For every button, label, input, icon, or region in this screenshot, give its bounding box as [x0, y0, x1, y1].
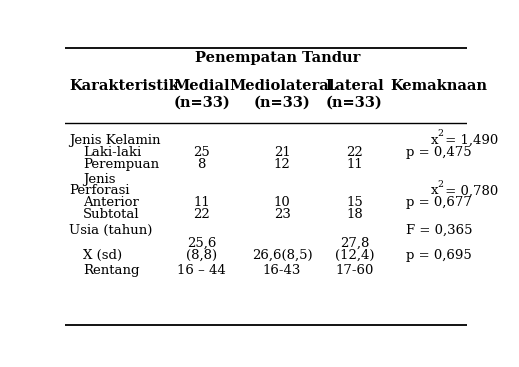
- Text: 12: 12: [274, 159, 291, 171]
- Text: 26,6(8,5): 26,6(8,5): [252, 248, 312, 262]
- Text: 2: 2: [438, 130, 443, 138]
- Text: 21: 21: [274, 146, 291, 159]
- Text: F = 0,365: F = 0,365: [406, 224, 472, 237]
- Text: Perempuan: Perempuan: [83, 159, 159, 171]
- Text: 17-60: 17-60: [335, 264, 374, 277]
- Text: 10: 10: [274, 196, 291, 209]
- Text: 16 – 44: 16 – 44: [177, 264, 226, 277]
- Text: Perforasi: Perforasi: [69, 185, 129, 197]
- Text: p = 0,695: p = 0,695: [406, 248, 472, 262]
- Text: 8: 8: [197, 159, 206, 171]
- Text: p = 0,475: p = 0,475: [406, 146, 472, 159]
- Text: = 1,490: = 1,490: [441, 134, 498, 147]
- Text: Jenis Kelamin: Jenis Kelamin: [69, 134, 160, 147]
- Text: 2: 2: [438, 180, 443, 189]
- Text: Mediolateral
(n=33): Mediolateral (n=33): [229, 79, 335, 110]
- Text: 15: 15: [346, 196, 363, 209]
- Text: X (sd): X (sd): [83, 248, 122, 262]
- Text: 22: 22: [193, 208, 210, 221]
- Text: Kemaknaan: Kemaknaan: [390, 79, 487, 93]
- Text: 23: 23: [274, 208, 291, 221]
- Text: 27,8: 27,8: [340, 237, 369, 250]
- Text: Penempatan Tandur: Penempatan Tandur: [195, 51, 361, 65]
- Text: 16-43: 16-43: [263, 264, 301, 277]
- Text: 25,6: 25,6: [187, 237, 216, 250]
- Text: Subtotal: Subtotal: [83, 208, 140, 221]
- Text: Karakteristik: Karakteristik: [69, 79, 179, 93]
- Text: Anterior: Anterior: [83, 196, 139, 209]
- Text: Usia (tahun): Usia (tahun): [69, 224, 152, 237]
- Text: (12,4): (12,4): [335, 248, 374, 262]
- Text: = 0,780: = 0,780: [441, 185, 498, 197]
- Text: x: x: [431, 134, 439, 147]
- Text: 22: 22: [346, 146, 363, 159]
- Text: Jenis: Jenis: [83, 173, 115, 186]
- Text: Medial
(n=33): Medial (n=33): [173, 79, 230, 110]
- Text: 18: 18: [346, 208, 363, 221]
- Text: 11: 11: [346, 159, 363, 171]
- Text: x: x: [431, 185, 439, 197]
- Text: Lateral
(n=33): Lateral (n=33): [325, 79, 384, 110]
- Text: (8,8): (8,8): [186, 248, 217, 262]
- Text: Laki-laki: Laki-laki: [83, 146, 141, 159]
- Text: 25: 25: [193, 146, 210, 159]
- Text: 11: 11: [193, 196, 210, 209]
- Text: Rentang: Rentang: [83, 264, 140, 277]
- Text: p = 0,677: p = 0,677: [406, 196, 472, 209]
